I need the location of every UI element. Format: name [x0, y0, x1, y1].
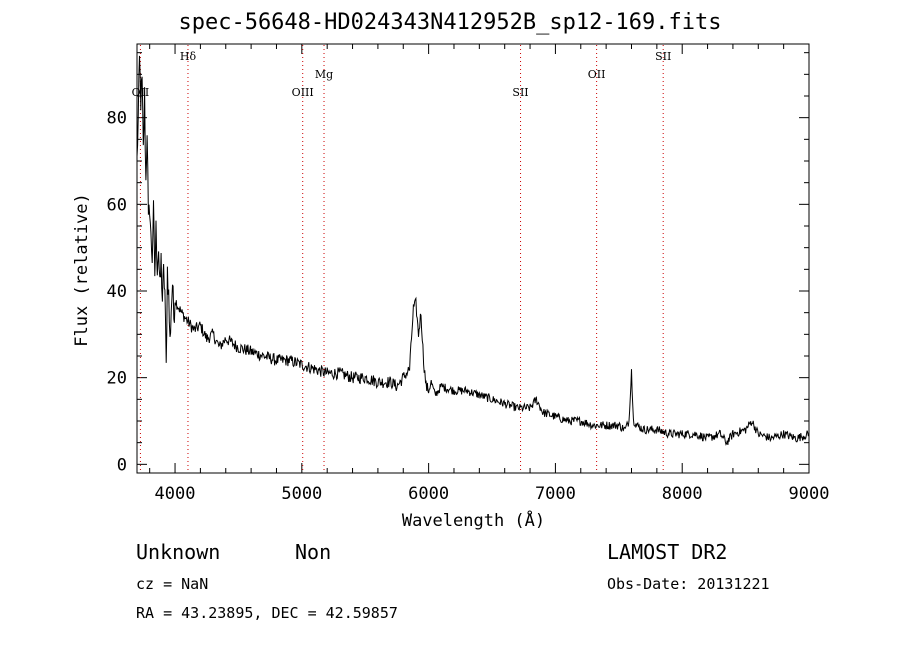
line-marker-label: OIII: [292, 86, 314, 99]
x-axis-label: Wavelength (Å): [401, 511, 546, 531]
line-marker-label: OII: [588, 68, 606, 81]
object-class: Unknown: [136, 540, 221, 564]
x-tick-label: 4000: [155, 484, 196, 504]
line-marker-label: SII: [655, 50, 671, 63]
y-axis-label: Flux (relative): [72, 193, 92, 347]
x-tick-label: 5000: [281, 484, 322, 504]
redshift-cz: cz = NaN: [136, 575, 209, 593]
y-tick-label: 0: [117, 455, 127, 475]
object-subclass: Non: [295, 540, 332, 564]
x-tick-label: 7000: [535, 484, 576, 504]
x-tick-label: 9000: [789, 484, 830, 504]
plot-axes: 4000 5000 6000 7000 8000 9000 0 20 40 60 80: [107, 43, 830, 504]
line-marker-label: Hδ: [180, 50, 197, 63]
survey-name: LAMOST DR2: [607, 540, 728, 564]
observation-date: Obs-Date: 20131221: [607, 575, 770, 593]
coordinates-ra-dec: RA = 43.23895, DEC = 42.59857: [136, 604, 398, 622]
chart-title: spec-56648-HD024343N412952B_sp12-169.fit…: [178, 10, 722, 35]
x-tick-label: 8000: [662, 484, 703, 504]
x-tick-label: 6000: [408, 484, 449, 504]
spectrum-line: [136, 55, 810, 446]
spectrum-series: [136, 55, 810, 446]
y-tick-label: 80: [107, 109, 127, 129]
plot-frame: [136, 43, 810, 474]
y-tick-label: 40: [107, 282, 127, 302]
line-marker-label: Mg: [315, 68, 333, 81]
line-marker-label: SII: [512, 86, 528, 99]
y-tick-label: 60: [107, 195, 127, 215]
y-tick-label: 20: [107, 369, 127, 389]
